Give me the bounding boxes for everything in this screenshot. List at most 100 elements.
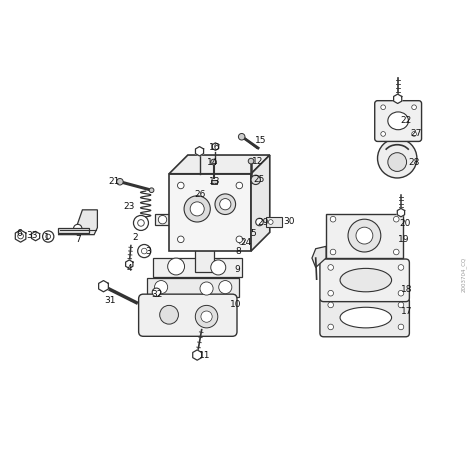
Circle shape xyxy=(238,134,245,140)
Text: 7: 7 xyxy=(75,235,81,244)
Circle shape xyxy=(168,258,184,275)
Circle shape xyxy=(201,311,212,322)
Text: 14: 14 xyxy=(207,158,218,167)
Circle shape xyxy=(43,231,54,242)
Text: 11: 11 xyxy=(199,351,210,360)
Circle shape xyxy=(211,159,217,165)
Circle shape xyxy=(398,264,404,270)
Text: 2003704_CQ: 2003704_CQ xyxy=(461,257,467,292)
Circle shape xyxy=(141,248,147,254)
Circle shape xyxy=(215,194,236,215)
Circle shape xyxy=(328,264,334,270)
Circle shape xyxy=(328,291,334,296)
Text: 17: 17 xyxy=(401,308,412,317)
Text: 6: 6 xyxy=(16,229,22,238)
Text: 9: 9 xyxy=(234,265,240,274)
Circle shape xyxy=(412,132,417,137)
Circle shape xyxy=(356,227,373,244)
Circle shape xyxy=(152,288,161,297)
Polygon shape xyxy=(153,258,242,277)
Circle shape xyxy=(236,182,243,189)
Polygon shape xyxy=(169,155,270,174)
Polygon shape xyxy=(251,155,270,251)
Text: 15: 15 xyxy=(255,137,266,146)
Ellipse shape xyxy=(340,268,392,292)
Circle shape xyxy=(184,196,210,222)
Polygon shape xyxy=(193,350,201,360)
Circle shape xyxy=(149,188,154,192)
Text: 12: 12 xyxy=(252,156,264,165)
Circle shape xyxy=(388,153,407,172)
Circle shape xyxy=(117,178,123,185)
Circle shape xyxy=(211,260,226,275)
Bar xyxy=(211,180,217,183)
Polygon shape xyxy=(15,230,26,242)
FancyBboxPatch shape xyxy=(320,259,410,301)
Text: 25: 25 xyxy=(254,175,265,184)
Text: 21: 21 xyxy=(109,177,120,186)
Circle shape xyxy=(219,199,231,210)
Text: 23: 23 xyxy=(124,202,135,211)
Polygon shape xyxy=(397,209,405,217)
Circle shape xyxy=(393,217,399,222)
Polygon shape xyxy=(58,210,97,235)
Text: 26: 26 xyxy=(195,191,206,200)
Text: 5: 5 xyxy=(250,229,256,238)
Circle shape xyxy=(328,324,334,330)
Text: 33: 33 xyxy=(27,231,38,240)
Polygon shape xyxy=(126,260,133,268)
Ellipse shape xyxy=(340,307,392,328)
Circle shape xyxy=(381,132,385,137)
Bar xyxy=(155,214,171,225)
Text: 32: 32 xyxy=(152,290,163,299)
Circle shape xyxy=(330,249,336,255)
Circle shape xyxy=(236,236,243,243)
Circle shape xyxy=(158,216,167,224)
Polygon shape xyxy=(212,143,219,150)
Text: 3: 3 xyxy=(145,247,151,256)
Circle shape xyxy=(46,234,51,239)
Text: 2: 2 xyxy=(133,233,138,242)
Circle shape xyxy=(398,302,404,308)
Polygon shape xyxy=(99,281,109,292)
Circle shape xyxy=(160,305,178,324)
FancyBboxPatch shape xyxy=(375,100,421,141)
Circle shape xyxy=(377,138,417,178)
Text: 31: 31 xyxy=(104,296,115,305)
Text: 4: 4 xyxy=(127,264,132,273)
Text: 18: 18 xyxy=(401,285,412,294)
Polygon shape xyxy=(393,94,402,103)
Circle shape xyxy=(398,291,404,296)
Text: 13: 13 xyxy=(209,177,221,186)
Bar xyxy=(195,250,214,272)
Text: 8: 8 xyxy=(235,247,241,256)
Text: 29: 29 xyxy=(257,219,268,228)
Text: 10: 10 xyxy=(230,301,242,310)
Circle shape xyxy=(177,182,184,189)
Circle shape xyxy=(251,175,260,184)
Bar xyxy=(266,217,283,227)
FancyBboxPatch shape xyxy=(138,294,237,337)
Text: 24: 24 xyxy=(241,238,252,247)
Polygon shape xyxy=(147,278,239,297)
Text: 20: 20 xyxy=(399,219,410,228)
Polygon shape xyxy=(31,231,40,241)
Polygon shape xyxy=(312,246,326,267)
Circle shape xyxy=(239,239,245,245)
Circle shape xyxy=(18,233,23,239)
Bar xyxy=(169,174,251,251)
Bar xyxy=(326,214,403,258)
Polygon shape xyxy=(195,146,203,156)
Circle shape xyxy=(348,219,381,252)
Circle shape xyxy=(268,219,273,224)
Circle shape xyxy=(398,324,404,330)
Circle shape xyxy=(412,105,417,109)
Circle shape xyxy=(247,229,255,237)
Circle shape xyxy=(155,281,168,294)
Circle shape xyxy=(330,217,336,222)
Text: 27: 27 xyxy=(410,128,422,137)
Circle shape xyxy=(190,202,204,216)
Text: 19: 19 xyxy=(398,235,409,244)
Circle shape xyxy=(137,245,151,257)
Circle shape xyxy=(235,235,248,248)
